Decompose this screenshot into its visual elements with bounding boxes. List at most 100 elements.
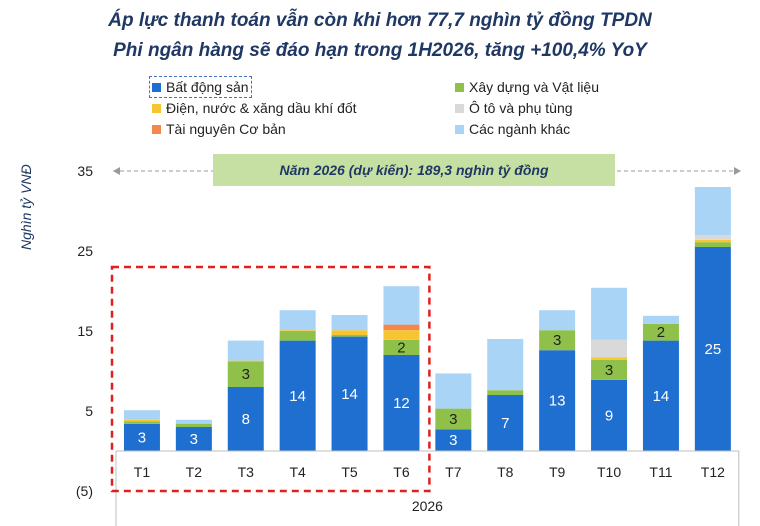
arrow-left-icon — [113, 167, 120, 175]
bar-segment — [175, 423, 212, 424]
bar-segment — [123, 423, 160, 451]
bar-segment — [694, 239, 731, 243]
bar-segment — [227, 361, 264, 387]
data-label: 14 — [341, 386, 358, 403]
y-tick-label: 15 — [77, 323, 93, 339]
legend-swatch-others — [455, 124, 464, 134]
data-label: 14 — [653, 388, 670, 405]
bar-segment — [539, 350, 576, 451]
bar-segment — [694, 187, 731, 235]
bar-segment — [383, 330, 420, 340]
chart-subtitle: Phi ngân hàng sẽ đáo hạn trong 1H2026, t… — [113, 40, 647, 61]
bar-segment — [539, 330, 576, 351]
y-tick-label: (5) — [76, 483, 93, 499]
bar-segment — [591, 357, 628, 360]
bar-segment — [331, 336, 368, 451]
bar-segment — [694, 242, 731, 247]
bar-segment — [279, 331, 316, 341]
x-tick-label: T4 — [289, 464, 306, 480]
x-tick-label: T8 — [497, 464, 514, 480]
x-tick-label: T5 — [341, 464, 358, 480]
data-label: 2 — [397, 339, 405, 356]
highlight-box — [110, 265, 431, 493]
legend-swatch-real-estate — [152, 82, 161, 92]
x-tick-label: T9 — [549, 464, 566, 480]
bar-segment — [123, 421, 160, 424]
x-axis-label: 2026 — [412, 498, 443, 514]
bar-segment — [279, 340, 316, 451]
bar-segment — [227, 387, 264, 451]
legend-item-utilities[interactable]: Điện, nước & xăng dầu khí đốt — [152, 100, 357, 116]
bar-segment — [591, 339, 628, 358]
data-label: 9 — [605, 407, 613, 424]
data-label: 7 — [501, 415, 509, 432]
y-tick-label: 5 — [85, 403, 93, 419]
x-tick-label: T12 — [701, 464, 725, 480]
legend-label: Tài nguyên Cơ bản — [166, 121, 286, 137]
data-label: 3 — [449, 411, 457, 428]
data-label: 3 — [449, 432, 457, 449]
bar-segment — [591, 379, 628, 451]
x-tick-label: T10 — [597, 464, 621, 480]
callout-banner: Năm 2026 (dự kiến): 189,3 nghìn tỷ đồng — [213, 154, 615, 186]
bar-segment — [487, 339, 524, 391]
y-tick-label: 35 — [77, 163, 93, 179]
bar-segment — [591, 359, 628, 380]
arrow-right-icon — [734, 167, 741, 175]
bar-segment — [279, 330, 316, 331]
legend-label: Bất động sản — [166, 79, 249, 95]
bar-segment — [383, 339, 420, 355]
data-label: 3 — [138, 429, 146, 446]
legend-swatch-construction — [455, 82, 464, 92]
bar-segment — [383, 324, 420, 331]
bar-segment — [331, 330, 368, 335]
data-label: 13 — [549, 393, 566, 410]
legend-item-real-estate[interactable]: Bất động sản — [149, 76, 252, 98]
data-label: 25 — [705, 341, 722, 358]
legend-label: Các ngành khác — [469, 121, 571, 137]
data-label: 3 — [553, 332, 561, 349]
legend-swatch-basic-resources — [152, 124, 161, 134]
legend-label: Xây dựng và Vật liệu — [469, 79, 600, 95]
legend-item-others[interactable]: Các ngành khác — [455, 121, 570, 137]
bar-segment — [123, 410, 160, 420]
bar-segment — [591, 287, 628, 340]
y-tick-label: 25 — [77, 243, 93, 259]
legend-label: Điện, nước & xăng dầu khí đốt — [166, 100, 357, 116]
bar-segment — [331, 335, 368, 337]
x-tick-label: T7 — [445, 464, 462, 480]
data-label: 12 — [393, 395, 410, 412]
legend-label: Ô tô và phụ tùng — [469, 100, 573, 116]
legend-item-construction[interactable]: Xây dựng và Vật liệu — [455, 79, 599, 95]
bar-segment — [642, 323, 679, 341]
bar-segment — [694, 235, 731, 240]
bar-segment — [642, 340, 679, 451]
data-label: 14 — [289, 388, 306, 405]
legend-item-basic-resources[interactable]: Tài nguyên Cơ bản — [152, 121, 286, 137]
bar-segment — [539, 310, 576, 331]
bar-segment — [279, 310, 316, 331]
bar-segment — [487, 390, 524, 395]
bar-segment — [383, 355, 420, 451]
x-tick-label: T11 — [649, 464, 672, 480]
data-label: 3 — [605, 362, 613, 379]
legend-swatch-utilities — [152, 103, 161, 113]
bar-segment — [227, 360, 264, 362]
data-label: 2 — [657, 324, 665, 341]
bar-segment — [175, 427, 212, 451]
bar-segment — [123, 419, 160, 422]
legend-item-auto[interactable]: Ô tô và phụ tùng — [455, 100, 573, 116]
x-tick-label: T6 — [393, 464, 410, 480]
chart-title: Áp lực thanh toán vẫn còn khi hơn 77,7 n… — [108, 10, 652, 31]
data-label: 3 — [190, 431, 198, 448]
data-label: 3 — [242, 366, 250, 383]
x-tick-label: T3 — [238, 464, 255, 480]
bar-segment — [435, 408, 472, 430]
bar-segment — [435, 429, 472, 451]
bar-segment — [642, 315, 679, 324]
bar-segment — [175, 419, 212, 423]
legend-swatch-auto — [455, 103, 464, 113]
bar-segment — [383, 286, 420, 325]
bar-segment — [175, 423, 212, 427]
